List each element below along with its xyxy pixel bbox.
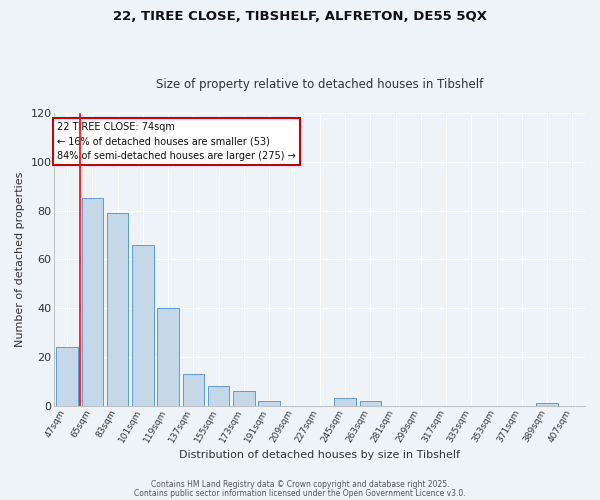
X-axis label: Distribution of detached houses by size in Tibshelf: Distribution of detached houses by size … (179, 450, 460, 460)
Bar (132, 244, 154, 406)
Bar (107, 213, 128, 406)
Bar (233, 391, 254, 406)
Bar (82, 198, 103, 406)
Bar (259, 401, 280, 406)
Bar (536, 403, 558, 406)
Bar (56, 347, 78, 406)
Bar (157, 308, 179, 406)
Bar (334, 398, 356, 406)
Bar (359, 401, 381, 406)
Bar (208, 386, 229, 406)
Bar (182, 374, 204, 406)
Title: Size of property relative to detached houses in Tibshelf: Size of property relative to detached ho… (156, 78, 484, 91)
Text: Contains public sector information licensed under the Open Government Licence v3: Contains public sector information licen… (134, 490, 466, 498)
Y-axis label: Number of detached properties: Number of detached properties (15, 172, 25, 347)
Text: 22 TIREE CLOSE: 74sqm
← 16% of detached houses are smaller (53)
84% of semi-deta: 22 TIREE CLOSE: 74sqm ← 16% of detached … (57, 122, 296, 162)
Text: 22, TIREE CLOSE, TIBSHELF, ALFRETON, DE55 5QX: 22, TIREE CLOSE, TIBSHELF, ALFRETON, DE5… (113, 10, 487, 23)
Text: Contains HM Land Registry data © Crown copyright and database right 2025.: Contains HM Land Registry data © Crown c… (151, 480, 449, 489)
